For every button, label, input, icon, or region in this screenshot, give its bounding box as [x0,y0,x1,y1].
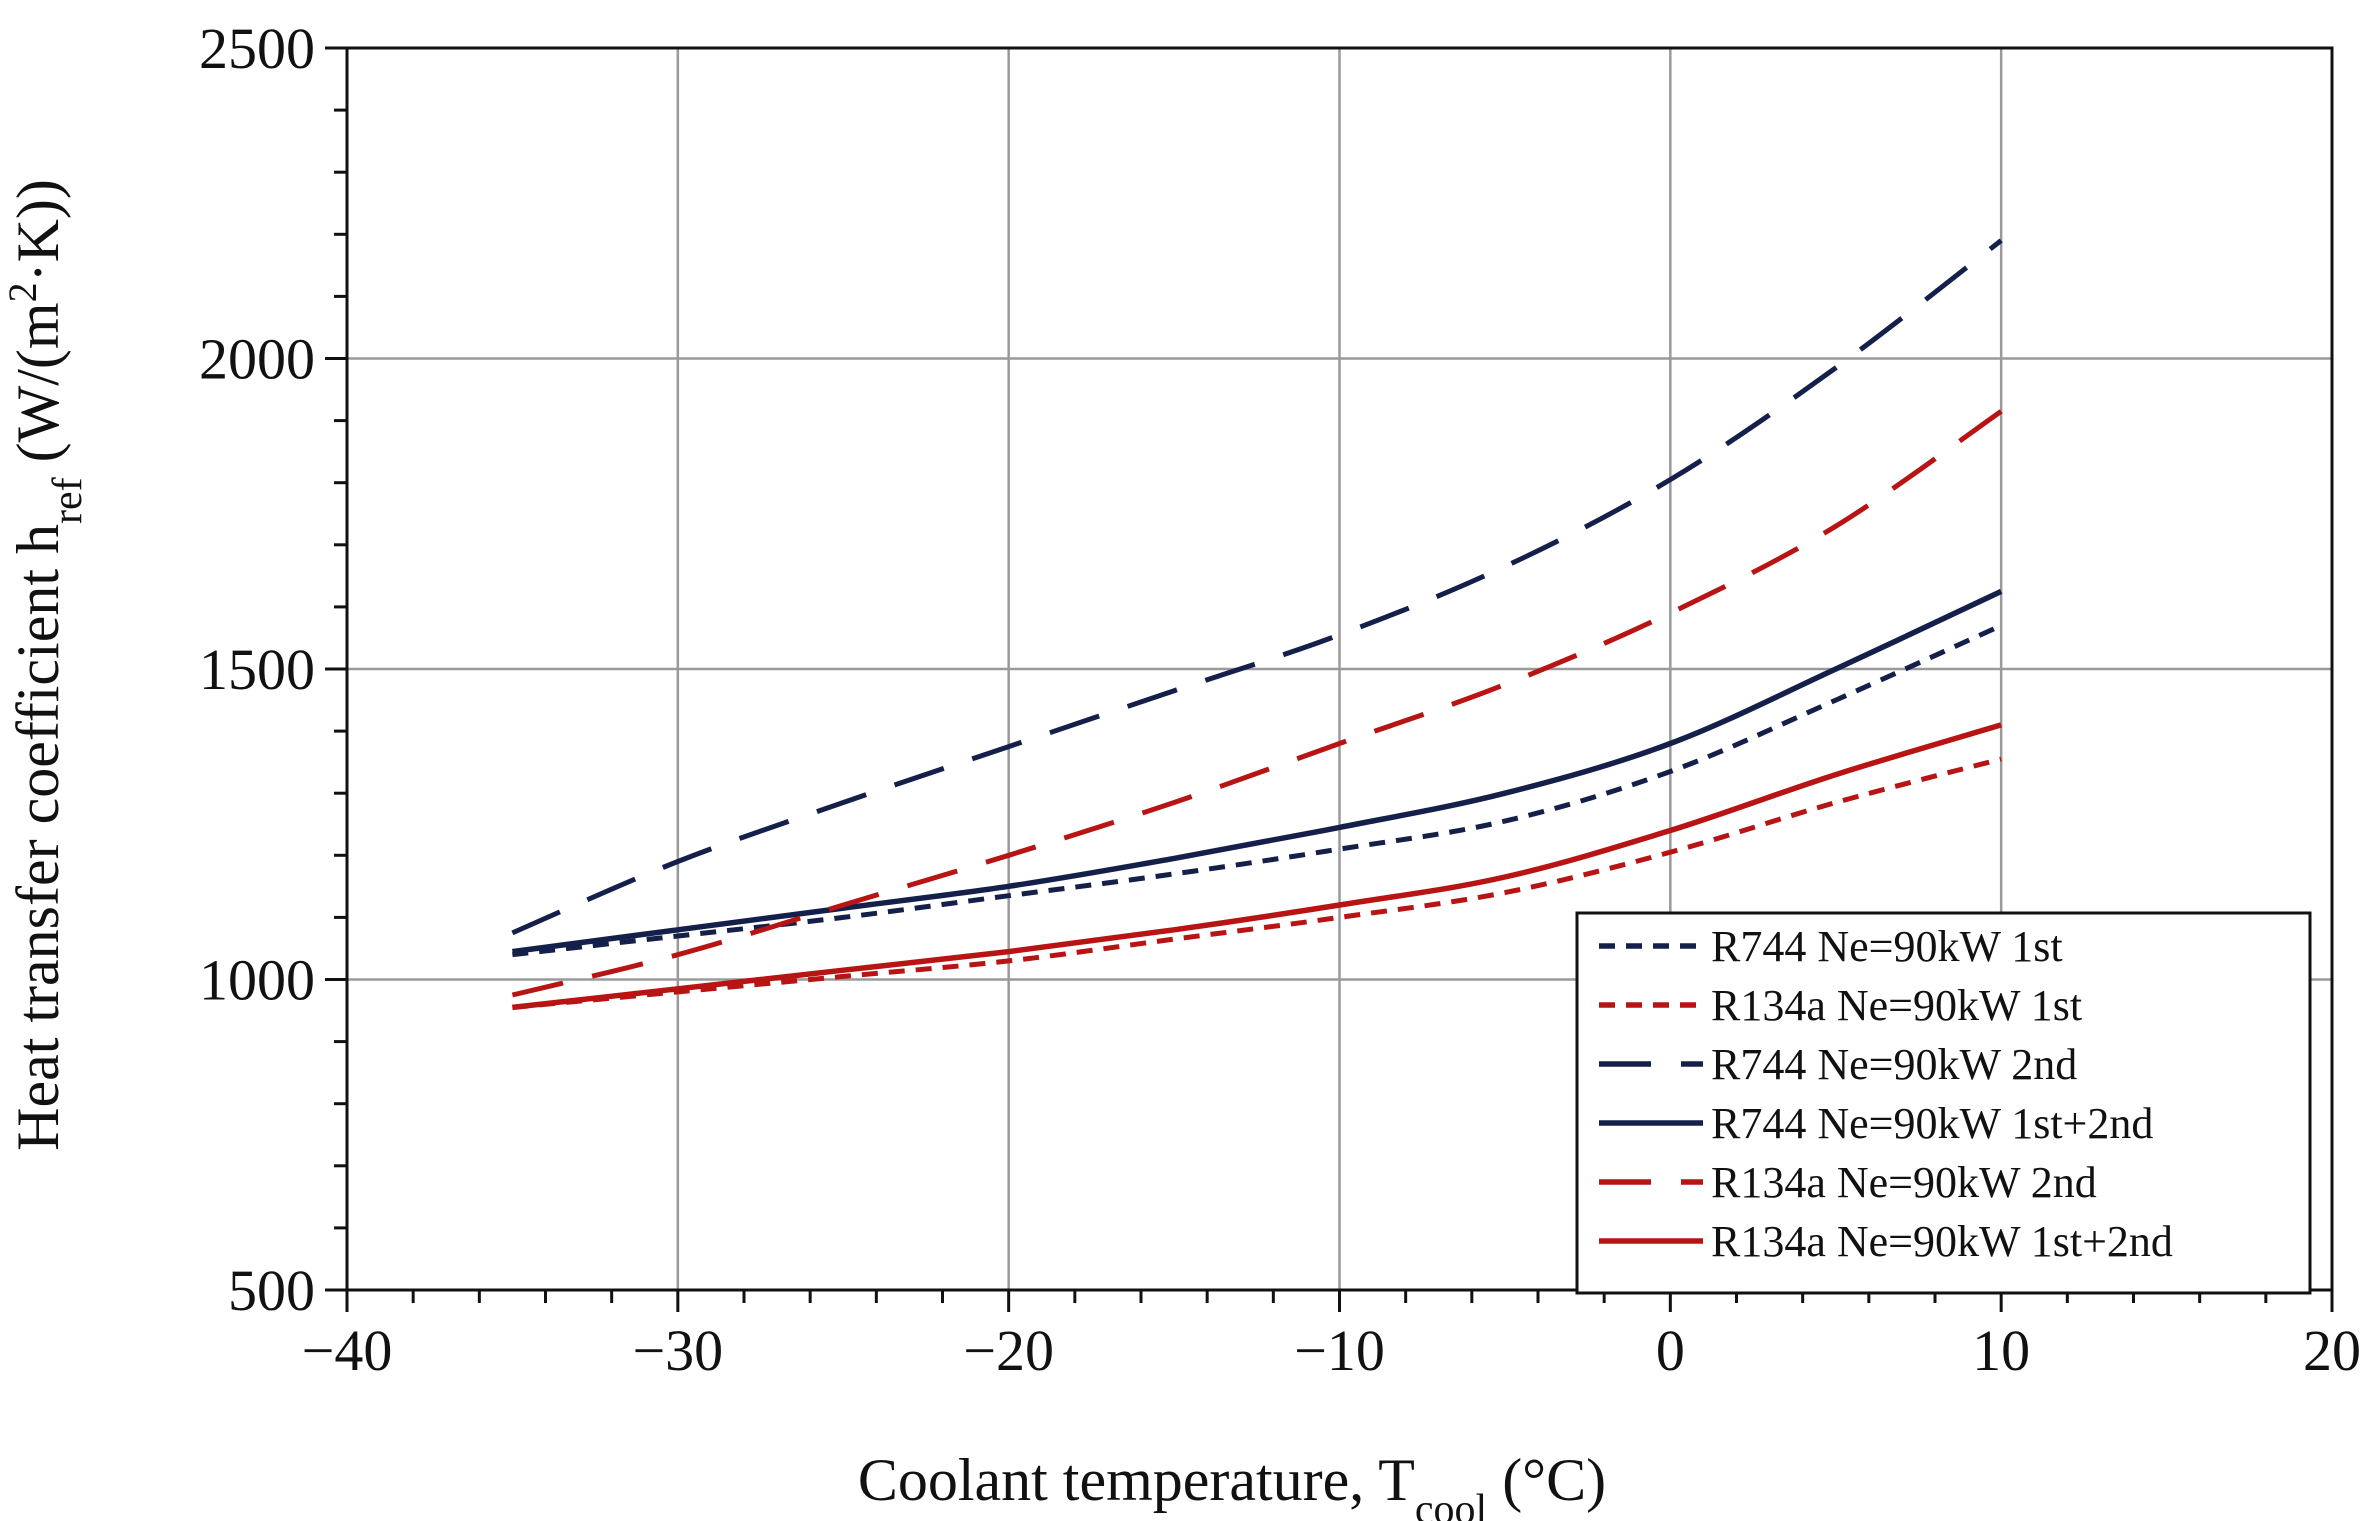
x-tick-label: −20 [963,1318,1054,1383]
y-tick-label: 2000 [199,327,315,392]
legend-label-1: R744 Ne=90kW 1st [1711,922,2063,971]
x-axis-title: Coolant temperature, Tcool (°C) [858,1447,1606,1521]
y-tick-label: 500 [228,1258,315,1323]
x-tick-label: −10 [1294,1318,1385,1383]
x-axis-title-main: Coolant temperature, T [858,1447,1415,1513]
y-tick-label: 1500 [199,637,315,702]
series-line-3 [511,238,2003,936]
x-axis-title-subscript: cool [1415,1487,1487,1521]
series-line-6 [512,722,2002,1011]
series-line-5 [511,409,2003,998]
legend-label-5: R134a Ne=90kW 2nd [1711,1158,2097,1207]
series-line-2 [512,756,2002,1010]
legend-label-2: R134a Ne=90kW 1st [1711,981,2082,1030]
x-tick-label: 0 [1656,1318,1685,1383]
x-tick-label: 10 [1972,1318,2030,1383]
x-tick-label: 20 [2303,1318,2361,1383]
tick-labels: −40 −30 −20 −10 0 10 20 500 1000 1500 2000 2500 [199,16,2361,1383]
y-axis-title-unit-start: (W/(m [5,302,71,477]
legend-label-6: R134a Ne=90kW 1st+2nd [1711,1217,2173,1266]
y-tick-label: 2500 [199,16,315,81]
y-tick-label: 1000 [199,948,315,1013]
y-axis-title-main: Heat transfer coefficient h [5,524,71,1151]
series-line-4 [512,588,2003,955]
y-axis-title-subscript: ref [45,477,91,524]
legend-box [1575,911,2312,1295]
x-tick-label: −30 [632,1318,723,1383]
series-group [511,238,2003,1011]
x-axis-title-unit: (°C) [1487,1447,1606,1513]
legend-label-3: R744 Ne=90kW 2nd [1711,1040,2077,1089]
legend: R744 Ne=90kW 1st R134a Ne=90kW 1st R744 Ne… [1575,911,2312,1295]
legend-label-4: R744 Ne=90kW 1st+2nd [1711,1099,2153,1148]
y-axis-title-superscript: 2 [0,282,45,302]
y-axis-title-unit-end: ·K)) [5,179,71,282]
y-axis-title: Heat transfer coefficient href (W/(m2·K)… [0,179,91,1151]
x-tick-label: −40 [302,1318,393,1383]
